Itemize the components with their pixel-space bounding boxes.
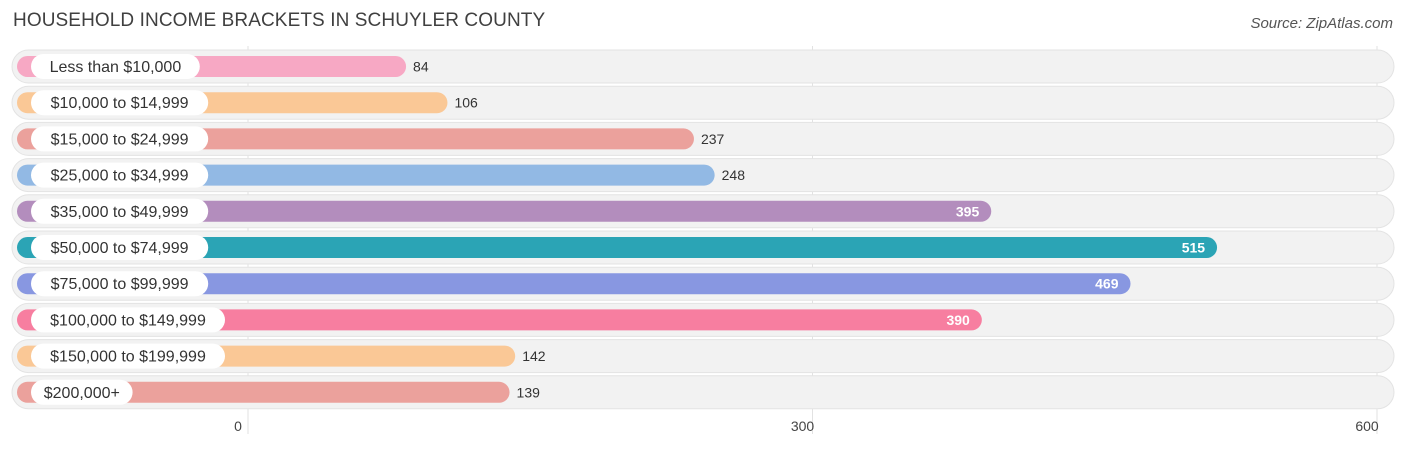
category-pill	[31, 90, 209, 116]
category-label: $200,000+	[44, 385, 120, 402]
bar	[17, 273, 1131, 295]
value-label: 469	[1095, 276, 1119, 292]
value-label: 395	[956, 203, 980, 219]
category-label: $25,000 to $34,999	[51, 168, 189, 185]
value-label: 139	[517, 384, 541, 400]
category-label: $35,000 to $49,999	[51, 204, 189, 221]
x-tick-label: 300	[791, 418, 815, 434]
category-pill	[31, 126, 209, 152]
bar	[17, 237, 1218, 258]
category-label: $150,000 to $199,999	[50, 349, 206, 366]
category-pill	[31, 162, 209, 188]
category-pill	[31, 54, 200, 79]
category-label: Less than $10,000	[50, 59, 182, 76]
value-label: 237	[701, 131, 725, 147]
category-pill	[31, 271, 209, 297]
bar	[17, 381, 510, 403]
source-note: Source: ZipAtlas.com	[1250, 15, 1393, 32]
category-label: $10,000 to $14,999	[51, 95, 189, 112]
category-label: $15,000 to $24,999	[51, 131, 189, 148]
value-label: 248	[722, 167, 746, 183]
chart-title: HOUSEHOLD INCOME BRACKETS IN SCHUYLER CO…	[13, 10, 546, 31]
category-label: $50,000 to $74,999	[51, 240, 189, 257]
bar	[17, 309, 982, 331]
x-tick-label: 600	[1355, 418, 1379, 434]
category-label: $75,000 to $99,999	[51, 276, 189, 293]
category-pill	[31, 198, 209, 224]
x-tick-label: 0	[234, 418, 242, 434]
value-label: 390	[946, 312, 970, 328]
category-pill	[31, 235, 209, 260]
category-pill	[31, 307, 225, 333]
category-pill	[31, 343, 225, 369]
value-label: 142	[522, 348, 546, 364]
value-label: 515	[1182, 240, 1206, 256]
value-label: 106	[454, 95, 478, 111]
category-label: $100,000 to $149,999	[50, 312, 206, 329]
bar	[17, 200, 992, 222]
category-pill	[31, 379, 133, 405]
value-label: 84	[413, 59, 429, 75]
